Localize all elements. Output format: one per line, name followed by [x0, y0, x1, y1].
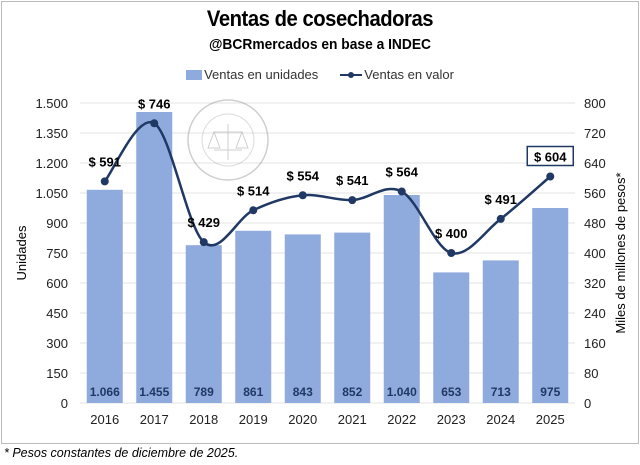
- x-tick-label: 2020: [288, 412, 317, 427]
- value-data-label: $ 541: [336, 173, 369, 188]
- x-tick-label: 2019: [239, 412, 268, 427]
- x-tick-label: 2023: [437, 412, 466, 427]
- y-right-tick-label: 160: [584, 336, 606, 351]
- bar-data-label: 1.040: [387, 385, 417, 399]
- y-right-tick-label: 480: [584, 216, 606, 231]
- value-point-2016: [100, 177, 109, 186]
- y-right-tick-label: 800: [584, 96, 606, 111]
- y-right-tick-label: 640: [584, 156, 606, 171]
- chart-title: Ventas de cosechadoras: [206, 6, 434, 31]
- legend-label: Ventas en valor: [364, 67, 454, 82]
- y-right-tick-label: 720: [584, 126, 606, 141]
- y-tick-label: 150: [46, 366, 68, 381]
- value-data-label: $ 491: [484, 192, 517, 207]
- bar-data-label: 1.455: [139, 385, 169, 399]
- bar-2022: [383, 195, 420, 403]
- chart-frame: [1, 1, 639, 444]
- bar-2021: [334, 232, 371, 403]
- y-tick-label: 0: [61, 396, 68, 411]
- x-tick-label: 2016: [90, 412, 119, 427]
- bar-2025: [532, 208, 569, 403]
- value-point-2022: [397, 187, 406, 196]
- value-data-label: $ 429: [187, 215, 220, 230]
- x-tick-label: 2024: [486, 412, 515, 427]
- x-tick-label: 2017: [140, 412, 169, 427]
- y-right-tick-label: 400: [584, 246, 606, 261]
- value-data-label: $ 514: [237, 183, 270, 198]
- legend: Ventas en unidades Ventas en valor: [0, 67, 640, 82]
- bar-2017: [136, 112, 173, 403]
- legend-swatch-line: [340, 71, 363, 78]
- value-point-2024: [496, 214, 505, 223]
- y-tick-label: 1.350: [35, 126, 68, 141]
- y-right-tick-label: 320: [584, 276, 606, 291]
- value-point-2021: [348, 196, 357, 205]
- chart-subtitle: @BCRmercados en base a INDEC: [208, 36, 432, 53]
- bar-2016: [86, 189, 123, 403]
- bar-data-label: 713: [491, 385, 511, 399]
- bar-data-label: 861: [243, 385, 263, 399]
- legend-item-value: Ventas en valor: [340, 67, 454, 82]
- value-point-2025: [546, 172, 555, 181]
- value-point-2019: [249, 206, 258, 215]
- y-tick-label: 1.200: [35, 156, 68, 171]
- value-line: [103, 120, 552, 255]
- bar-data-label: 843: [293, 385, 313, 399]
- y-tick-label: 1.500: [35, 96, 68, 111]
- bar-data-label: 653: [441, 385, 461, 399]
- y-tick-label: 450: [46, 306, 68, 321]
- value-data-label: $ 604: [534, 150, 567, 165]
- value-point-2023: [447, 249, 456, 257]
- bar-data-label: 1.066: [90, 385, 120, 399]
- value-point-2018: [199, 238, 208, 247]
- legend-item-units: Ventas en unidades: [186, 67, 318, 82]
- x-tick-label: 2025: [536, 412, 565, 427]
- y-right-tick-label: 80: [584, 366, 598, 381]
- bar-2024: [482, 260, 519, 403]
- bar-data-label: 789: [194, 385, 214, 399]
- y-right-axis-title: Miles de millones de pesos*: [613, 172, 628, 333]
- y-tick-label: 300: [46, 336, 68, 351]
- x-tick-label: 2022: [387, 412, 416, 427]
- value-point-2017: [150, 119, 159, 128]
- bar-2018: [185, 245, 222, 403]
- y-tick-label: 750: [46, 246, 68, 261]
- legend-label: Ventas en unidades: [204, 67, 319, 82]
- y-right-tick-label: 240: [584, 306, 606, 321]
- x-tick-label: 2021: [338, 412, 367, 427]
- y-tick-label: 1.050: [35, 186, 68, 201]
- y-axis-title: Unidades: [14, 225, 29, 280]
- footnote: * Pesos constantes de diciembre de 2025.: [4, 446, 239, 460]
- y-right-tick-label: 560: [584, 186, 606, 201]
- y-tick-label: 600: [46, 276, 68, 291]
- value-data-label: $ 591: [88, 154, 121, 169]
- watermark-seal: [187, 99, 269, 181]
- value-data-label: $ 554: [286, 168, 319, 183]
- bar-data-label: 975: [540, 385, 560, 399]
- value-point-2020: [298, 191, 307, 200]
- y-tick-label: 900: [46, 216, 68, 231]
- bar-2019: [235, 230, 272, 403]
- legend-swatch-bar: [186, 69, 203, 80]
- bar-data-label: 852: [342, 385, 362, 399]
- value-data-label: $ 746: [138, 96, 171, 111]
- y-right-tick-label: 0: [584, 396, 591, 411]
- bar-2020: [284, 234, 321, 403]
- bar-2023: [433, 272, 470, 403]
- value-data-label: $ 400: [435, 226, 468, 241]
- x-tick-label: 2018: [189, 412, 218, 427]
- highlight-box: [526, 145, 574, 167]
- value-data-label: $ 564: [385, 165, 418, 180]
